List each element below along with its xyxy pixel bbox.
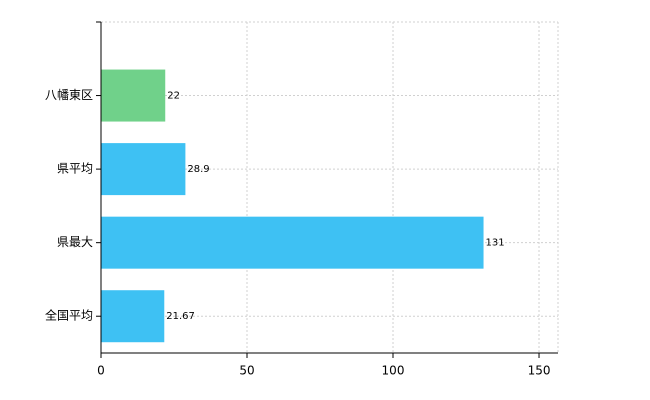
- bar: [101, 290, 165, 343]
- bar: [101, 69, 166, 122]
- x-tick-label: 150: [528, 364, 551, 378]
- bar: [101, 216, 484, 269]
- x-tick-label: 100: [382, 364, 405, 378]
- y-tick-label: 県最大: [57, 235, 93, 249]
- value-label: 131: [486, 238, 505, 249]
- y-tick-label: 県平均: [57, 162, 93, 176]
- value-label: 21.67: [166, 311, 195, 322]
- value-label: 22: [167, 91, 180, 102]
- value-label: 28.9: [187, 164, 209, 175]
- y-tick-label: 八幡東区: [45, 87, 93, 102]
- x-tick-label: 50: [239, 364, 254, 378]
- x-tick-label: 0: [97, 364, 105, 378]
- bar: [101, 143, 186, 196]
- y-tick-label: 全国平均: [45, 308, 93, 323]
